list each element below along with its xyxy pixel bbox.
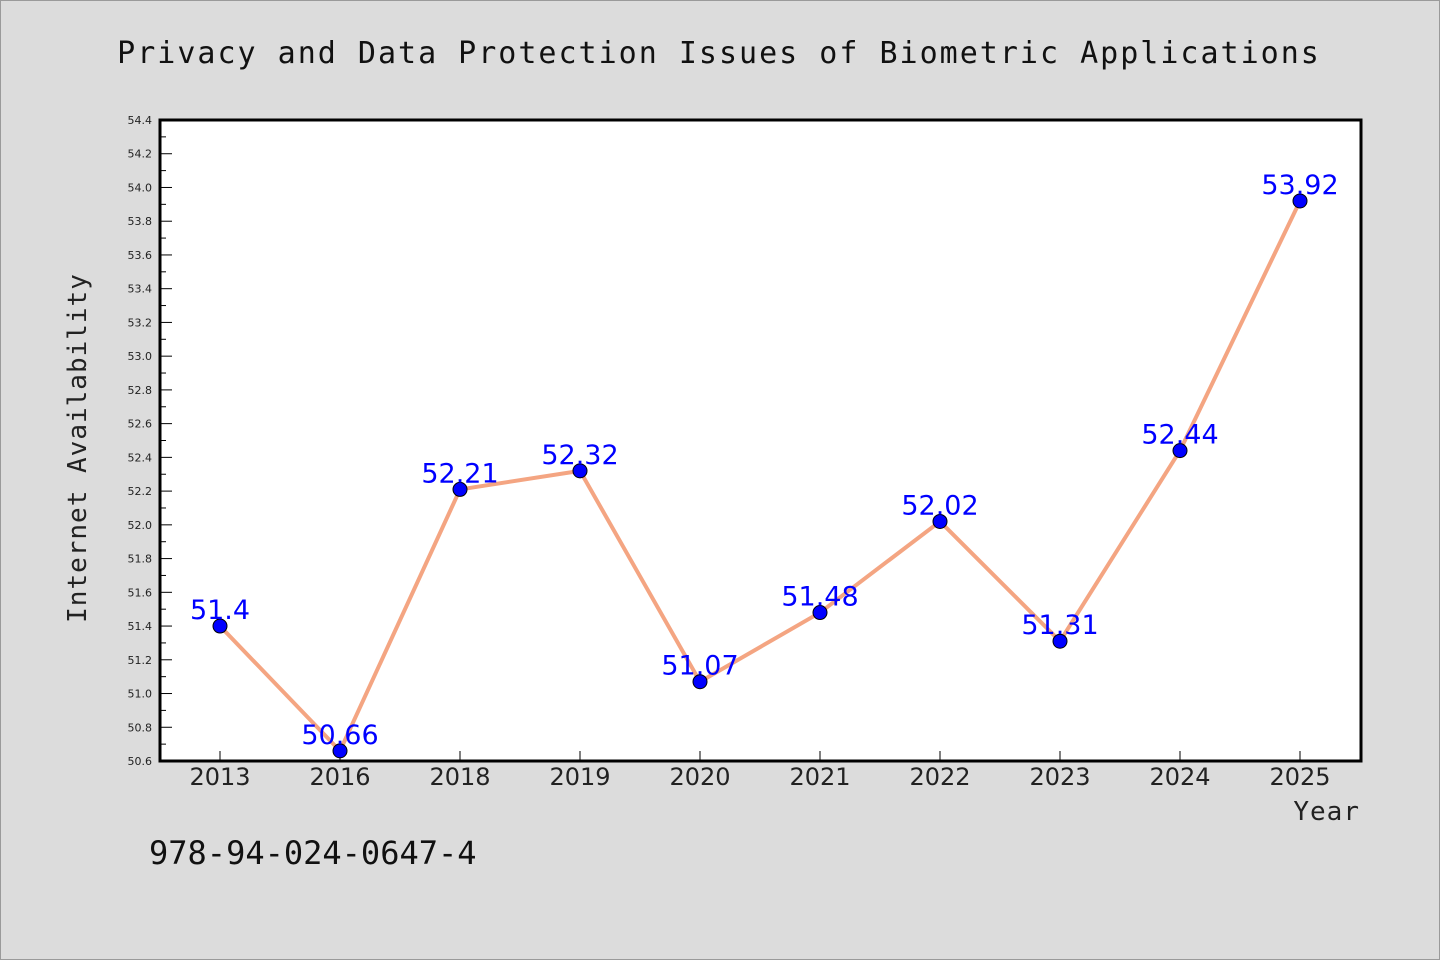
data-label: 50.66 — [301, 720, 378, 751]
plot-area — [158, 118, 1363, 763]
data-label: 52.02 — [901, 490, 978, 521]
x-tick-label: 2021 — [789, 763, 850, 791]
y-tick-label: 53.8 — [128, 215, 153, 228]
data-label: 52.21 — [421, 458, 498, 489]
y-tick-label: 53.2 — [128, 316, 153, 329]
x-tick-label: 2019 — [549, 763, 610, 791]
x-tick-label: 2025 — [1269, 763, 1330, 791]
y-tick-label: 53.4 — [128, 283, 153, 296]
y-tick-label: 54.2 — [128, 148, 153, 161]
y-tick-label: 52.8 — [128, 384, 153, 397]
data-point — [932, 513, 948, 529]
y-tick-label: 52.2 — [128, 485, 153, 498]
y-tick-label: 50.6 — [128, 755, 153, 768]
series-layer: 51.4 50.66 52.21 52.32 51.07 51.48 52.02 51.31 5… — [190, 170, 1339, 759]
x-tick-label: 2018 — [429, 763, 490, 791]
data-point — [692, 674, 708, 690]
chart-title: Privacy and Data Protection Issues of Bi… — [117, 36, 1321, 71]
x-axis-title: Year — [1293, 797, 1360, 827]
x-axis: 2013 2016 2018 2019 2020 2021 2022 2023 2024 2025 — [189, 751, 1331, 791]
series-line — [218, 200, 1302, 753]
y-tick-label: 52.6 — [128, 418, 153, 431]
data-point — [452, 481, 468, 497]
y-tick-label: 53.6 — [128, 249, 153, 262]
data-label: 52.44 — [1141, 420, 1218, 451]
data-point — [1292, 193, 1308, 209]
y-tick-label: 51.4 — [128, 620, 153, 633]
y-tick-label: 53.0 — [128, 350, 153, 363]
data-point — [332, 743, 348, 759]
x-tick-label: 2013 — [189, 763, 250, 791]
data-point — [212, 618, 228, 634]
y-tick-label: 51.6 — [128, 586, 153, 599]
data-point — [1172, 443, 1188, 459]
isbn-annotation: 978-94-024-0647-4 — [149, 834, 477, 872]
data-point — [1052, 633, 1068, 649]
y-tick-label: 51.2 — [128, 654, 153, 667]
data-label: 53.92 — [1261, 170, 1338, 201]
x-tick-label: 2022 — [909, 763, 970, 791]
x-tick-label: 2020 — [669, 763, 730, 791]
y-axis: 50.6 50.8 51.0 51.2 51.4 51.6 51.8 52.0 52.2 52.4… — [128, 114, 172, 768]
y-tick-label: 50.8 — [128, 721, 153, 734]
y-tick-label: 51.0 — [128, 688, 153, 701]
x-tick-label: 2016 — [309, 763, 370, 791]
x-tick-label: 2024 — [1149, 763, 1210, 791]
y-tick-label: 52.0 — [128, 519, 153, 532]
y-tick-label: 54.0 — [128, 181, 153, 194]
data-label: 51.48 — [781, 582, 858, 613]
y-tick-label: 54.4 — [128, 114, 153, 127]
data-point — [812, 605, 828, 621]
y-axis-title: Internet Availability — [63, 273, 93, 623]
data-label: 52.32 — [541, 440, 618, 471]
data-label: 51.07 — [661, 651, 738, 682]
y-tick-label: 51.8 — [128, 553, 153, 566]
y-tick-label: 52.4 — [128, 451, 153, 464]
data-point — [572, 463, 588, 479]
data-label: 51.4 — [190, 595, 250, 626]
x-tick-label: 2023 — [1029, 763, 1090, 791]
data-label: 51.31 — [1021, 610, 1098, 641]
